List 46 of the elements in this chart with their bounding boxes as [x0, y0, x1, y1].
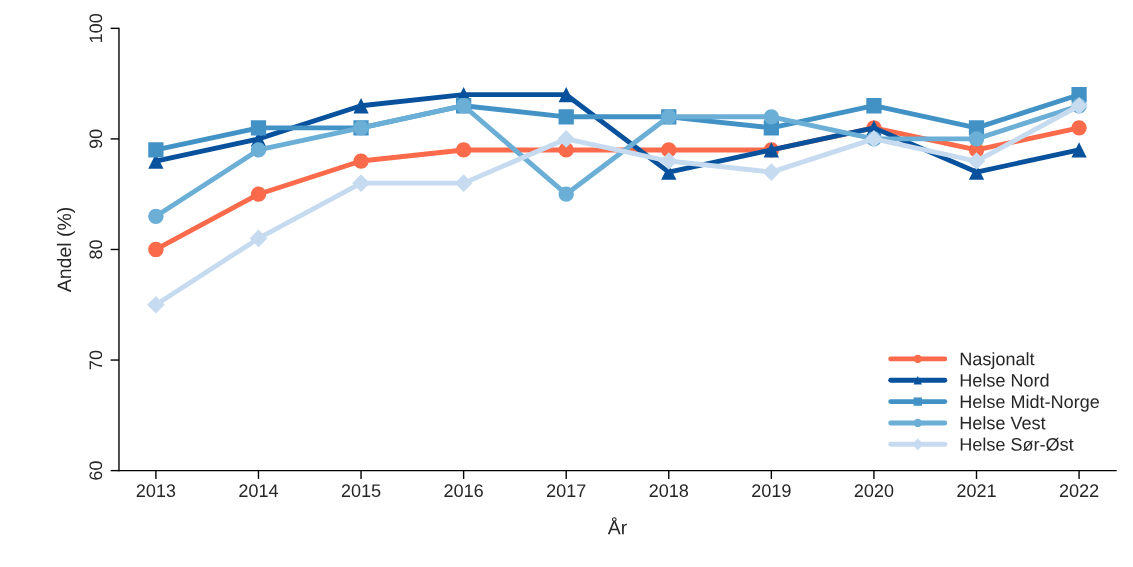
- point: [1071, 120, 1087, 136]
- point: [353, 98, 369, 114]
- y-tick-label: 90: [89, 129, 103, 149]
- x-tick-label: 2022: [1059, 484, 1099, 498]
- point: [147, 295, 165, 314]
- point: [352, 174, 370, 192]
- point: [968, 131, 985, 147]
- point: [558, 186, 574, 202]
- point: [1071, 142, 1087, 158]
- y-tick-label: 70: [89, 350, 103, 370]
- legend-label: Helse Vest: [960, 416, 1046, 430]
- y-tick-label: 100: [89, 13, 103, 43]
- point: [249, 229, 268, 248]
- point: [250, 120, 267, 136]
- x-tick-label: 2021: [957, 484, 996, 498]
- point: [967, 152, 986, 170]
- point: [250, 142, 267, 158]
- x-tick-label: 2017: [547, 484, 586, 498]
- x-tick-label: 2020: [854, 484, 894, 498]
- y-tick-label: 60: [89, 461, 103, 480]
- x-tick-label: 2016: [444, 484, 483, 498]
- point: [558, 109, 574, 125]
- y-tick-label: 80: [89, 240, 103, 259]
- x-tick-label: 2013: [136, 484, 176, 498]
- point: [455, 142, 472, 158]
- point: [762, 163, 781, 181]
- x-tick-label: 2015: [341, 484, 381, 498]
- point: [557, 130, 576, 148]
- x-axis-title: År: [607, 517, 627, 535]
- point: [148, 241, 164, 258]
- point: [353, 153, 369, 169]
- y-axis-title: Andel (%): [56, 208, 76, 293]
- point: [659, 152, 678, 170]
- x-tick-label: 2019: [752, 484, 791, 498]
- point: [250, 186, 267, 202]
- point: [763, 109, 779, 125]
- x-tick-label: 2018: [649, 484, 689, 498]
- legend-label: Nasjonalt: [960, 352, 1035, 369]
- point: [148, 142, 164, 158]
- legend-label: Helse Nord: [960, 373, 1049, 387]
- legend-label: Helse Midt-Norge: [960, 394, 1099, 412]
- x-tick-label: 2014: [239, 484, 279, 498]
- point: [866, 98, 882, 114]
- point: [148, 208, 164, 224]
- point: [558, 87, 574, 103]
- legend-label: Helse Sør-Øst: [960, 437, 1074, 452]
